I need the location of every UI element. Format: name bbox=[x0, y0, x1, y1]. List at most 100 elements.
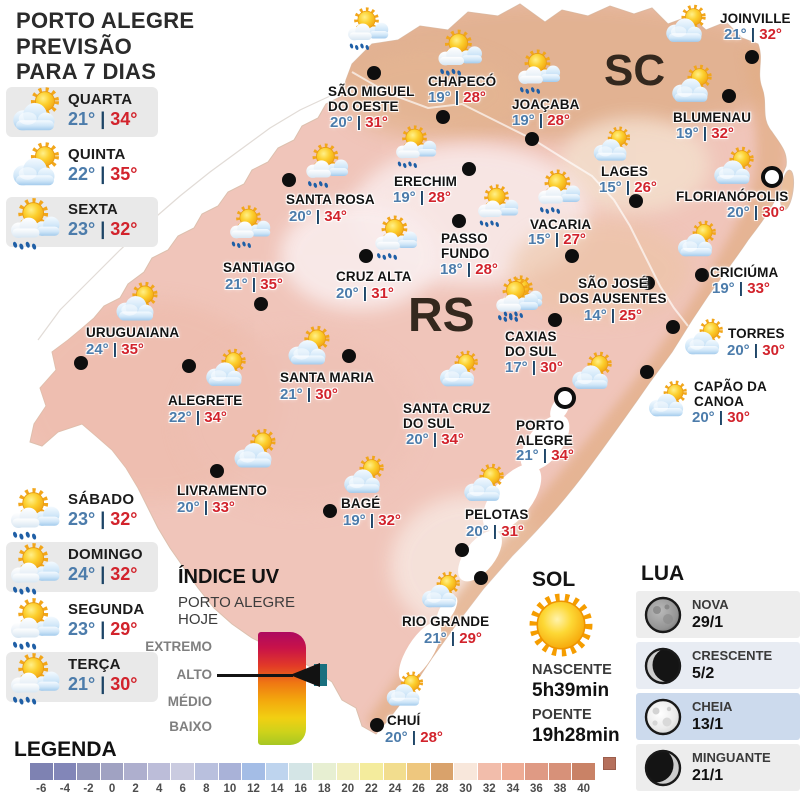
florianopolis-label: FLORIANÓPOLIS bbox=[676, 189, 789, 204]
cruz-alta-weather-icon bbox=[371, 212, 421, 262]
legend-swatch bbox=[77, 763, 100, 780]
santiago-temps: 21° | 35° bbox=[225, 276, 283, 293]
legend-cell: 18 bbox=[312, 763, 336, 795]
legend-cell: 4 bbox=[147, 763, 171, 795]
sao-miguel-do-oeste-label: SÃO MIGUEL DO OESTE bbox=[328, 84, 415, 114]
moon-phase-name: NOVA bbox=[692, 597, 729, 613]
santa-rosa-weather-icon bbox=[302, 140, 352, 190]
moon-phase-row: MINGUANTE 21/1 bbox=[636, 744, 800, 791]
alegrete-marker bbox=[182, 359, 196, 373]
moon-phase-icon bbox=[643, 748, 683, 788]
min-temp: 23° bbox=[68, 619, 96, 639]
caxias-do-sul-weather-icon bbox=[492, 274, 542, 324]
day-temperatures: 23° | 29° bbox=[68, 619, 144, 640]
legend-swatch bbox=[265, 763, 289, 780]
chui-weather-icon bbox=[381, 669, 427, 715]
joinville-temps: 21° | 32° bbox=[724, 26, 782, 43]
chapeco-marker bbox=[436, 110, 450, 124]
lages-label: LAGES bbox=[601, 164, 649, 179]
forecast-day-card: SÁBADO 23° | 32° bbox=[6, 487, 158, 537]
legend-cell: 12 bbox=[242, 763, 265, 795]
legend-value: 18 bbox=[317, 783, 331, 795]
florianopolis-weather-icon bbox=[708, 144, 758, 194]
erechim-marker bbox=[462, 162, 476, 176]
blumenau-marker bbox=[722, 89, 736, 103]
legend-cell: -6 bbox=[30, 763, 53, 795]
rio-grande-marker bbox=[474, 571, 488, 585]
weather-icon bbox=[6, 539, 64, 597]
forecast-day-card: SEGUNDA 23° | 29° bbox=[6, 597, 158, 647]
legend-value: -6 bbox=[36, 783, 47, 795]
legend-swatch bbox=[124, 763, 147, 780]
joacaba-weather-icon bbox=[514, 46, 564, 96]
capao-da-canoa-weather-icon bbox=[643, 378, 691, 426]
min-temp: 22° bbox=[68, 164, 96, 184]
temperature-legend-scale: -6 -4 -2 0 2 4 6 8 10 12 14 16 18 20 bbox=[30, 763, 595, 795]
joacaba-label: JOAÇABA bbox=[512, 97, 580, 112]
cruz-alta-label: CRUZ ALTA bbox=[336, 269, 412, 284]
max-temp: 34° bbox=[110, 109, 138, 129]
moon-phase-date: 29/1 bbox=[692, 613, 724, 631]
legend-swatch bbox=[360, 763, 383, 780]
santa-maria-weather-icon bbox=[282, 323, 334, 375]
legend-cell: 20 bbox=[336, 763, 360, 795]
legend-swatch bbox=[195, 763, 218, 780]
santa-rosa-temps: 20° | 34° bbox=[289, 208, 347, 225]
caxias-do-sul-temps: 17° | 30° bbox=[505, 359, 563, 376]
caxias-do-sul-marker bbox=[548, 313, 562, 327]
moon-phase-name: CRESCENTE bbox=[692, 648, 773, 664]
rio-grande-temps: 21° | 29° bbox=[424, 630, 482, 647]
max-temp: 32° bbox=[110, 219, 138, 239]
cruz-alta-temps: 20° | 31° bbox=[336, 285, 394, 302]
legend-swatch bbox=[572, 763, 595, 780]
passo-fundo-weather-icon bbox=[474, 181, 522, 229]
sao-miguel-do-oeste-weather-icon bbox=[344, 4, 392, 52]
chapeco-temps: 19° | 28° bbox=[428, 89, 486, 106]
uv-level-extremo: EXTREMO bbox=[145, 639, 212, 654]
livramento-marker bbox=[210, 464, 224, 478]
legend-value: 2 bbox=[132, 783, 139, 795]
legend-value: 40 bbox=[577, 783, 590, 795]
uv-level-médio: MÉDIO bbox=[167, 694, 212, 709]
santa-cruz-do-sul-weather-icon bbox=[434, 348, 482, 396]
erechim-label: ERECHIM bbox=[394, 174, 457, 189]
joinville-marker bbox=[745, 50, 759, 64]
legend-cell: -4 bbox=[53, 763, 77, 795]
sunrise-label: NASCENTE bbox=[532, 662, 612, 678]
legend-swatch bbox=[312, 763, 336, 780]
joinville-label: JOINVILLE bbox=[720, 11, 791, 26]
torres-weather-icon bbox=[679, 316, 727, 364]
chui-temps: 20° | 28° bbox=[385, 729, 443, 746]
criciuma-weather-icon bbox=[672, 218, 720, 266]
page-title: PORTO ALEGRE PREVISÃO PARA 7 DIAS bbox=[16, 8, 195, 85]
moon-phase-list: NOVA 29/1 CRESCENTE 5/2 CHEIA 13/1 MINGU… bbox=[636, 591, 800, 795]
legend-value: 4 bbox=[155, 783, 163, 795]
rio-grande-weather-icon bbox=[416, 569, 464, 617]
blumenau-temps: 19° | 32° bbox=[676, 125, 734, 142]
legend-cell: 8 bbox=[195, 763, 218, 795]
santiago-marker bbox=[254, 297, 268, 311]
erechim-weather-icon bbox=[392, 122, 440, 170]
uruguaiana-temps: 24° | 35° bbox=[86, 341, 144, 358]
alegrete-weather-icon bbox=[200, 346, 250, 396]
legend-cell: 10 bbox=[218, 763, 242, 795]
moon-phase-row: CHEIA 13/1 bbox=[636, 693, 800, 740]
florianopolis-temps: 20° | 30° bbox=[727, 204, 785, 221]
legend-value: 24 bbox=[388, 783, 402, 795]
weather-icon bbox=[6, 194, 64, 252]
legend-cell: 34 bbox=[501, 763, 525, 795]
moon-phase-name: MINGUANTE bbox=[692, 750, 771, 766]
moon-phase-icon bbox=[643, 646, 683, 686]
joinville-weather-icon bbox=[660, 2, 710, 52]
sao-miguel-do-oeste-temps: 20° | 31° bbox=[330, 114, 388, 131]
moon-phase-date: 13/1 bbox=[692, 715, 724, 733]
legend-value: 14 bbox=[270, 783, 284, 795]
blumenau-label: BLUMENAU bbox=[673, 110, 752, 125]
santa-rosa-marker bbox=[282, 173, 296, 187]
cruz-alta-marker bbox=[359, 249, 373, 263]
vacaria-marker bbox=[565, 249, 579, 263]
legend-swatch bbox=[147, 763, 171, 780]
state-border-line bbox=[351, 71, 689, 327]
legend-cell: 14 bbox=[265, 763, 289, 795]
